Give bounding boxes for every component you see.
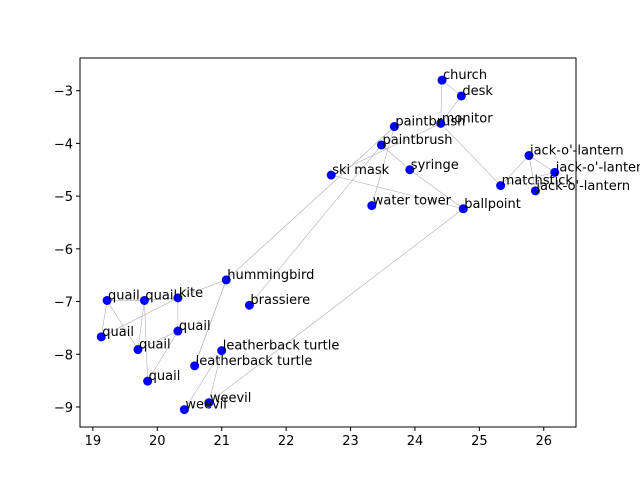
- point-label: paintbrush: [382, 133, 452, 148]
- edge-line: [381, 144, 411, 170]
- point-label: paintbrush: [395, 115, 465, 130]
- edge-line: [137, 330, 179, 350]
- point-label: church: [443, 68, 487, 83]
- y-tick-label: −9: [54, 401, 73, 416]
- edge-line: [194, 279, 227, 366]
- point-label: brassiere: [250, 293, 310, 308]
- point-label: leatherback turtle: [196, 354, 313, 369]
- edge-line: [144, 300, 148, 382]
- point-label: monitor: [442, 111, 494, 126]
- point-label: water tower: [373, 194, 452, 209]
- point-label: kite: [179, 286, 203, 301]
- point-label: ski mask: [332, 163, 389, 178]
- data-point: [326, 170, 336, 180]
- data-point: [173, 326, 183, 336]
- point-label: desk: [462, 84, 493, 99]
- y-tick-label: −6: [54, 243, 73, 258]
- point-label: matchstick: [502, 174, 574, 189]
- data-point: [217, 346, 227, 356]
- edge-line: [208, 208, 464, 403]
- data-point: [143, 376, 153, 386]
- data-point: [133, 345, 143, 355]
- edge-line: [106, 300, 139, 350]
- data-point: [204, 398, 214, 408]
- x-tick-label: 22: [278, 434, 295, 449]
- edge-line: [528, 155, 536, 191]
- point-label: weevil: [210, 391, 252, 406]
- point-label: jack-o'-lantern: [535, 179, 630, 194]
- point-label: jack-o'-lantern: [555, 160, 640, 175]
- data-point: [173, 293, 183, 303]
- edge-line: [440, 95, 462, 124]
- y-tick-label: −3: [54, 85, 73, 100]
- data-point: [244, 300, 254, 310]
- edge-line: [500, 155, 530, 186]
- data-point: [530, 186, 540, 196]
- point-label: hummingbird: [227, 268, 314, 283]
- edge-line: [440, 123, 501, 186]
- x-tick-label: 20: [149, 434, 166, 449]
- point-label: leatherback turtle: [223, 339, 340, 354]
- edge-line: [500, 172, 555, 186]
- edge-line: [147, 330, 179, 382]
- edge-line: [528, 155, 555, 173]
- point-label: quail: [108, 288, 140, 303]
- y-tick-label: −4: [54, 137, 73, 152]
- data-point: [367, 201, 377, 211]
- edge-line: [101, 297, 179, 338]
- x-axis: 19 20 21 22 23 24 25 26: [85, 427, 552, 449]
- edge-line: [208, 350, 223, 403]
- edge-line: [331, 174, 464, 210]
- edge-line: [249, 144, 382, 306]
- edge-line: [184, 350, 222, 410]
- data-point: [458, 204, 468, 214]
- data-point: [190, 361, 200, 371]
- x-tick-label: 23: [342, 434, 359, 449]
- data-point: [436, 118, 446, 128]
- plot-frame: [79, 57, 577, 428]
- x-tick-label: 19: [85, 434, 102, 449]
- y-tick-label: −8: [54, 348, 73, 363]
- data-point: [437, 75, 447, 85]
- edge-line: [100, 300, 108, 337]
- data-point: [550, 167, 560, 177]
- edge-line: [144, 297, 178, 301]
- edge-line: [409, 169, 464, 210]
- data-point: [456, 91, 466, 101]
- data-point: [524, 151, 534, 161]
- data-point: [389, 122, 399, 132]
- y-tick-label: −7: [54, 296, 73, 311]
- x-tick-label: 26: [536, 434, 553, 449]
- edge-line: [371, 126, 395, 206]
- data-point: [102, 295, 112, 305]
- data-point: [96, 332, 106, 342]
- data-point: [405, 165, 415, 175]
- point-label: quail: [145, 288, 177, 303]
- edge-line: [177, 279, 227, 299]
- edge-line: [137, 300, 145, 350]
- data-point: [221, 275, 231, 285]
- data-point: [139, 295, 149, 305]
- edge-line: [440, 80, 443, 124]
- point-label: quail: [102, 325, 134, 340]
- x-tick-label: 24: [407, 434, 424, 449]
- y-axis: −3 −4 −5 −6 −7 −8 −9: [54, 85, 80, 416]
- point-label: quail: [139, 338, 171, 353]
- data-point: [376, 140, 386, 150]
- point-label: ballpoint: [464, 197, 521, 212]
- point-label: syringe: [411, 158, 459, 173]
- point-label: quail: [179, 319, 211, 334]
- point-label: weevil: [185, 398, 227, 413]
- point-label: quail: [149, 369, 181, 384]
- edges-layer: [100, 79, 555, 410]
- data-point: [179, 405, 189, 415]
- data-point: [496, 181, 506, 191]
- points-layer: [96, 75, 560, 415]
- y-tick-label: −5: [54, 190, 73, 205]
- edge-line: [226, 126, 395, 281]
- x-tick-label: 21: [213, 434, 230, 449]
- x-tick-label: 25: [471, 434, 488, 449]
